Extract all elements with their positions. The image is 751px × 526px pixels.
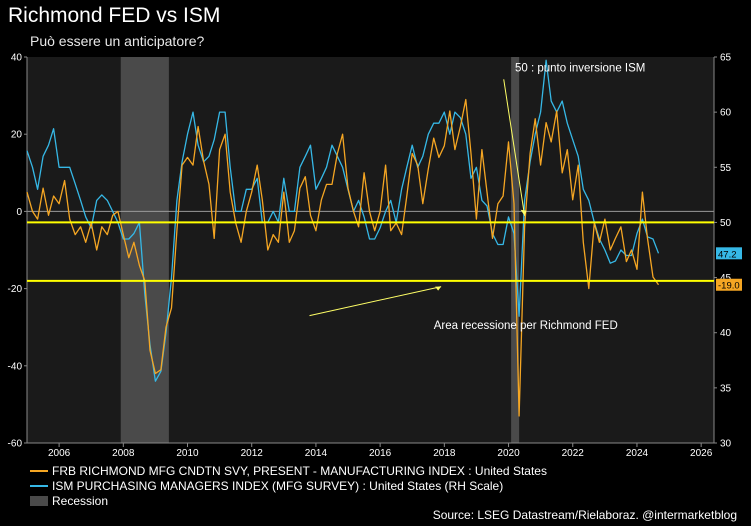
legend-item-ism: ISM PURCHASING MANAGERS INDEX (MFG SURVE… xyxy=(30,478,547,493)
x-tick-label: 2022 xyxy=(562,448,585,459)
right-tick-label: 65 xyxy=(720,53,732,64)
x-tick-label: 2008 xyxy=(112,448,135,459)
x-tick-label: 2018 xyxy=(433,448,456,459)
left-tick-label: -20 xyxy=(8,284,23,295)
chart-subtitle: Può essere un anticipatore? xyxy=(30,33,205,49)
right-tick-label: 35 xyxy=(720,383,732,394)
legend-swatch-ism xyxy=(30,484,48,487)
legend-label-recession: Recession xyxy=(52,493,109,508)
annotation-arrowhead-ism xyxy=(520,209,527,216)
right-tick-label: 40 xyxy=(720,328,732,339)
x-tick-label: 2012 xyxy=(241,448,264,459)
last-value-badge-ism-bg xyxy=(716,247,742,260)
annotation-isme-inversion: 50 : punto inversione ISM xyxy=(515,62,645,74)
annotation-arrow-ism xyxy=(503,79,526,216)
x-tick-label: 2014 xyxy=(305,448,328,459)
x-tick-label: 2020 xyxy=(497,448,520,459)
right-tick-label: 55 xyxy=(720,163,732,174)
x-tick-label: 2024 xyxy=(626,448,649,459)
legend-item-recession: Recession xyxy=(30,493,547,508)
series-line-richmond xyxy=(26,98,660,417)
legend-label-ism: ISM PURCHASING MANAGERS INDEX (MFG SURVE… xyxy=(52,478,504,493)
left-tick-label: 40 xyxy=(11,53,23,64)
x-tick-label: 2016 xyxy=(369,448,392,459)
last-value-badge-ism: 47.2 xyxy=(718,249,737,260)
annotation-arrow-richmond xyxy=(309,286,442,317)
source-note: Source: LSEG Datastream/Rielaboraz. @int… xyxy=(432,508,737,522)
last-value-badge-richmond-bg xyxy=(716,278,742,291)
left-tick-label: -40 xyxy=(8,361,23,372)
right-tick-label: 60 xyxy=(720,108,732,119)
right-tick-label: 50 xyxy=(720,218,732,229)
x-tick-label: 2010 xyxy=(176,448,199,459)
x-tick-label: 2026 xyxy=(690,448,713,459)
annotation-arrowhead-richmond xyxy=(435,286,442,291)
chart-legend: FRB RICHMOND MFG CNDTN SVY, PRESENT - MA… xyxy=(30,463,547,508)
legend-label-richmond: FRB RICHMOND MFG CNDTN SVY, PRESENT - MA… xyxy=(52,463,547,478)
last-value-badge-richmond: -19.0 xyxy=(718,281,740,292)
right-tick-label: 45 xyxy=(720,273,732,284)
left-tick-label: 0 xyxy=(16,207,22,218)
annotation-richmond-recession: Area recessione per Richmond FED xyxy=(434,320,618,332)
legend-swatch-recession xyxy=(30,495,48,506)
legend-item-richmond: FRB RICHMOND MFG CNDTN SVY, PRESENT - MA… xyxy=(30,463,547,478)
left-tick-label: -60 xyxy=(8,439,23,450)
chart-title: Richmond FED vs ISM xyxy=(8,4,221,27)
series-line-ism xyxy=(26,59,660,382)
x-tick-label: 2006 xyxy=(48,448,71,459)
right-tick-label: 30 xyxy=(720,439,732,450)
recession-band-1 xyxy=(120,57,169,443)
legend-swatch-richmond xyxy=(30,469,48,472)
left-tick-label: 20 xyxy=(11,130,23,141)
